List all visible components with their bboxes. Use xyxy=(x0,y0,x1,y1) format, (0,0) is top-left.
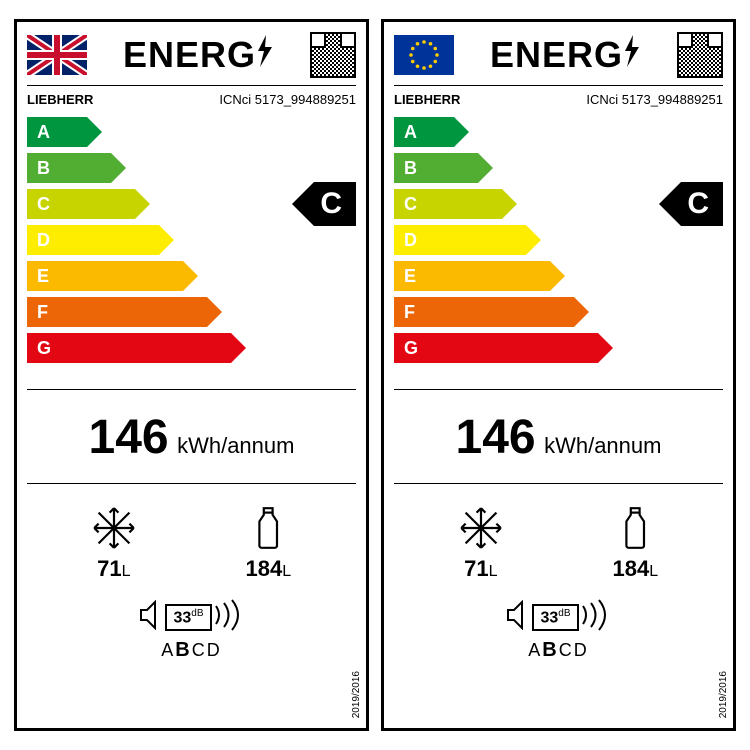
consumption-block: 146 kWh/annum xyxy=(394,389,723,484)
uk-flag-icon xyxy=(27,35,87,75)
freezer-volume: 71L xyxy=(92,506,136,582)
efficiency-arrow-C: C xyxy=(27,189,150,219)
efficiency-arrow-E: E xyxy=(27,261,198,291)
energy-title: ENERG xyxy=(460,34,671,76)
rating-pointer: C xyxy=(292,182,356,226)
efficiency-arrow-A: A xyxy=(27,117,102,147)
fridge-volume: 184L xyxy=(246,506,292,582)
consumption-block: 146 kWh/annum xyxy=(27,389,356,484)
brand-model-line: LIEBHERR ICNci 5173_994889251 xyxy=(27,86,356,117)
rating-letter: C xyxy=(681,182,723,226)
noise-class-scale: ABCD xyxy=(394,639,723,662)
label-header: ENERG xyxy=(394,30,723,86)
efficiency-scale: A B C D E F G C xyxy=(394,117,723,379)
efficiency-arrow-F: F xyxy=(27,297,222,327)
kwh-value: 146 xyxy=(89,411,169,464)
efficiency-arrow-G: G xyxy=(394,333,613,363)
noise-block: 33dB ABCD xyxy=(27,592,356,662)
regulation-number: 2019/2016 xyxy=(718,671,729,718)
compartment-volumes: 71L 184L xyxy=(394,484,723,592)
rating-letter: C xyxy=(314,182,356,226)
energy-title: ENERG xyxy=(93,34,304,76)
label-header: ENERG xyxy=(27,30,356,86)
eu-flag-icon xyxy=(394,35,454,75)
snowflake-icon xyxy=(459,506,503,550)
soundwaves-icon xyxy=(581,598,611,637)
brand-model-line: LIEBHERR ICNci 5173_994889251 xyxy=(394,86,723,117)
efficiency-arrow-A: A xyxy=(394,117,469,147)
qr-code-icon xyxy=(677,32,723,78)
kwh-value: 146 xyxy=(456,411,536,464)
noise-value: 33dB xyxy=(165,604,211,631)
efficiency-arrow-E: E xyxy=(394,261,565,291)
efficiency-scale: A B C D E F G C xyxy=(27,117,356,379)
freezer-volume: 71L xyxy=(459,506,503,582)
compartment-volumes: 71L 184L xyxy=(27,484,356,592)
energy-label-uk: ENERG LIEBHERR ICNci 5173_994889251 A B … xyxy=(14,19,369,731)
qr-code-icon xyxy=(310,32,356,78)
kwh-unit: kWh/annum xyxy=(177,433,294,458)
efficiency-arrow-B: B xyxy=(394,153,493,183)
soundwaves-icon xyxy=(214,598,244,637)
bottle-icon xyxy=(613,506,659,550)
noise-block: 33dB ABCD xyxy=(394,592,723,662)
rating-pointer: C xyxy=(659,182,723,226)
regulation-number: 2019/2016 xyxy=(351,671,362,718)
efficiency-arrow-F: F xyxy=(394,297,589,327)
efficiency-arrow-C: C xyxy=(394,189,517,219)
fridge-volume: 184L xyxy=(613,506,659,582)
kwh-unit: kWh/annum xyxy=(544,433,661,458)
model-number: ICNci 5173_994889251 xyxy=(219,92,356,107)
bottle-icon xyxy=(246,506,292,550)
efficiency-arrow-D: D xyxy=(27,225,174,255)
speaker-icon xyxy=(139,600,163,635)
brand-name: LIEBHERR xyxy=(394,92,460,107)
speaker-icon xyxy=(506,600,530,635)
snowflake-icon xyxy=(92,506,136,550)
efficiency-arrow-D: D xyxy=(394,225,541,255)
brand-name: LIEBHERR xyxy=(27,92,93,107)
noise-value: 33dB xyxy=(532,604,578,631)
energy-label-eu: ENERG LIEBHERR ICNci 5173_994889251 A B … xyxy=(381,19,736,731)
model-number: ICNci 5173_994889251 xyxy=(586,92,723,107)
efficiency-arrow-B: B xyxy=(27,153,126,183)
efficiency-arrow-G: G xyxy=(27,333,246,363)
noise-class-scale: ABCD xyxy=(27,639,356,662)
